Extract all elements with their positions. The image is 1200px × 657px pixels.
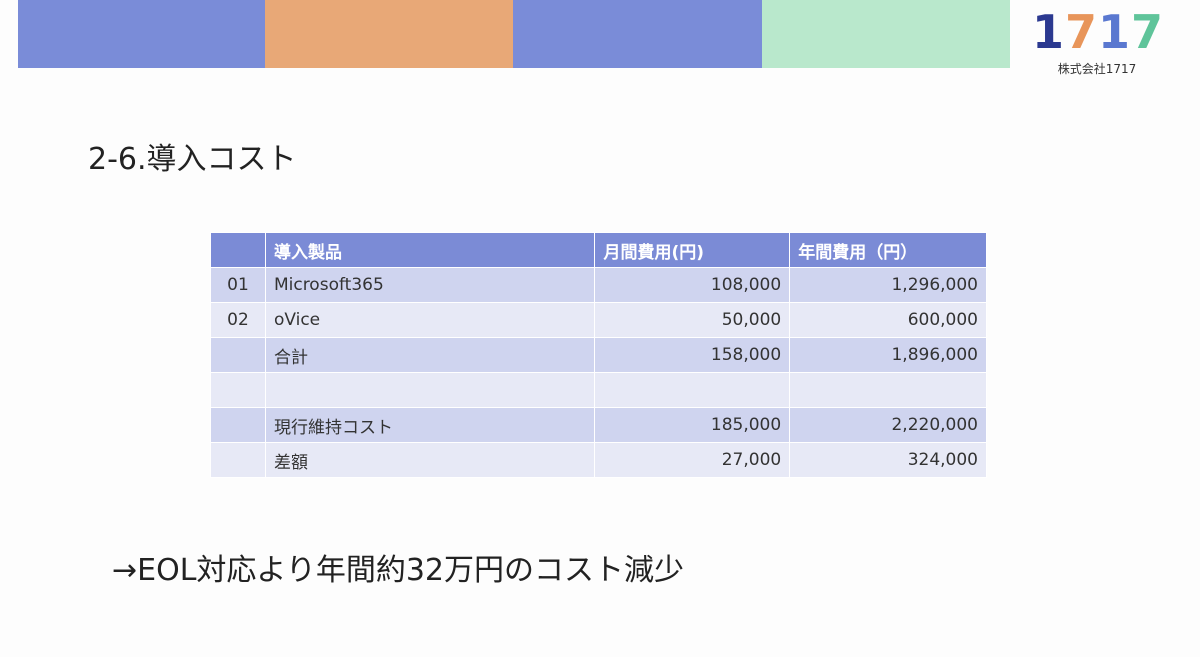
color-bar bbox=[762, 0, 1010, 68]
cost-table: 導入製品 月間費用(円) 年間費用（円） 01 Microsoft365 108,000 1… bbox=[210, 232, 987, 478]
table-cell bbox=[789, 372, 987, 408]
logo-char: 7 bbox=[1065, 5, 1099, 59]
table-cell: 2,220,000 bbox=[789, 407, 987, 443]
table-cell: 1,296,000 bbox=[789, 267, 987, 303]
table-cell: 差額 bbox=[264, 442, 596, 478]
header-row: 導入製品 月間費用(円) 年間費用（円） bbox=[210, 232, 987, 268]
logo: 1717 bbox=[1032, 4, 1165, 60]
logo-char: 1 bbox=[1098, 5, 1132, 59]
header-cell: 月間費用(円) bbox=[594, 232, 791, 268]
header-cell: 年間費用（円） bbox=[789, 232, 987, 268]
table-cell: 600,000 bbox=[789, 302, 987, 338]
table-cell: oVice bbox=[264, 302, 596, 338]
company-name: 株式会社1717 bbox=[1057, 62, 1137, 76]
table-cell: 合計 bbox=[264, 337, 596, 373]
table-cell: 現行維持コスト bbox=[264, 407, 596, 443]
table-cell: 01 bbox=[210, 267, 266, 303]
logo-char: 7 bbox=[1131, 5, 1165, 59]
table-cell bbox=[210, 407, 266, 443]
table-cell: Microsoft365 bbox=[264, 267, 596, 303]
table-row: 差額 27,000 324,000 bbox=[210, 442, 987, 478]
table-cell: 108,000 bbox=[594, 267, 791, 303]
table-cell: 02 bbox=[210, 302, 266, 338]
table-cell bbox=[210, 442, 266, 478]
table-cell bbox=[264, 372, 596, 408]
header-cell: 導入製品 bbox=[264, 232, 596, 268]
color-bar bbox=[265, 0, 513, 68]
table-cell bbox=[210, 372, 266, 408]
table-cell bbox=[210, 337, 266, 373]
table-row: 01 Microsoft365 108,000 1,296,000 bbox=[210, 267, 987, 303]
table-row: 現行維持コスト 185,000 2,220,000 bbox=[210, 407, 987, 443]
table-cell: 324,000 bbox=[789, 442, 987, 478]
table-cell: 50,000 bbox=[594, 302, 791, 338]
table-row: 02 oVice 50,000 600,000 bbox=[210, 302, 987, 338]
table-cell: 158,000 bbox=[594, 337, 791, 373]
table-cell: 1,896,000 bbox=[789, 337, 987, 373]
table-cell: 185,000 bbox=[594, 407, 791, 443]
table-row bbox=[210, 372, 987, 408]
table-cell: 27,000 bbox=[594, 442, 791, 478]
logo-char: 1 bbox=[1032, 5, 1066, 59]
color-bar bbox=[18, 0, 265, 68]
color-bar bbox=[513, 0, 762, 68]
slide-title: 2-6.導入コスト bbox=[88, 142, 297, 177]
header-cell bbox=[210, 232, 266, 268]
table-cell bbox=[594, 372, 791, 408]
conclusion: →EOL対応より年間約32万円のコスト減少 bbox=[112, 553, 684, 588]
table-row: 合計 158,000 1,896,000 bbox=[210, 337, 987, 373]
